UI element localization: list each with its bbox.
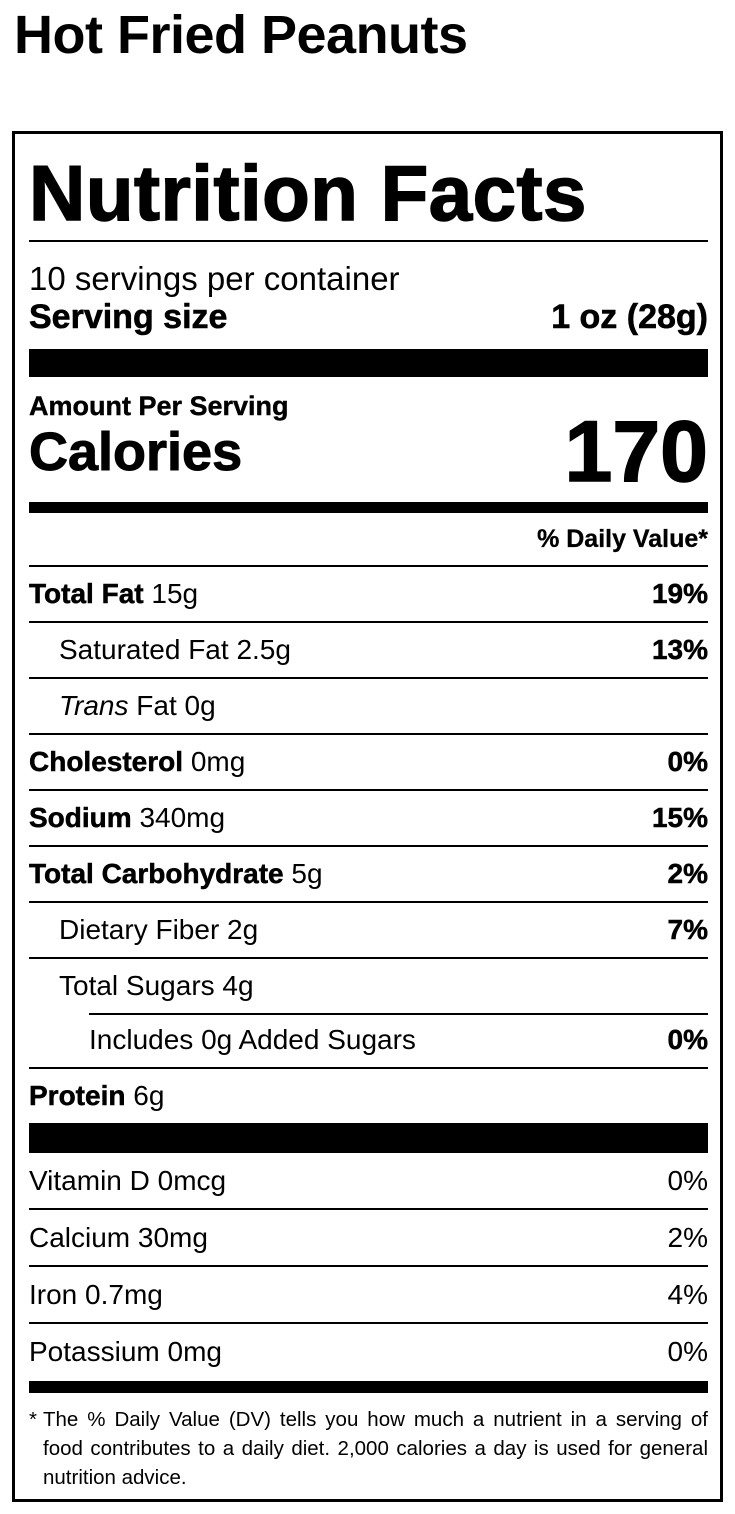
nutrient-name: Sodium <box>29 802 132 834</box>
amount-per-serving: Amount Per Serving <box>29 391 289 421</box>
nutrient-name: Fat <box>136 690 177 721</box>
footnote-star: * <box>29 1408 37 1431</box>
nutrient-name: Protein <box>29 1080 126 1112</box>
thick-divider <box>29 1381 708 1393</box>
nutrient-dv: 15% <box>651 802 709 834</box>
vitamin-row-potassium: Potassium 0mg 0% <box>29 1322 708 1379</box>
vitamin-row-vitamin-d: Vitamin D 0mcg 0% <box>29 1151 708 1208</box>
vitamin-row-calcium: Calcium 30mg 2% <box>29 1208 708 1265</box>
serving-size-label: Serving size <box>29 297 228 336</box>
nutrient-name: Saturated Fat <box>59 634 229 665</box>
thick-divider <box>29 349 708 377</box>
nutrient-amount: 340mg <box>139 802 226 833</box>
nutrient-row-saturated-fat: Saturated Fat 2.5g 13% <box>29 621 708 677</box>
vitamin-dv: 0% <box>667 1164 708 1196</box>
daily-value-header: % Daily Value* <box>537 524 708 553</box>
footnote: * The % Daily Value (DV) tells you how m… <box>29 1405 708 1492</box>
nutrient-amount: 4g <box>222 970 254 1001</box>
vitamin-name: Calcium 30mg <box>29 1221 208 1253</box>
label-heading: Nutrition Facts <box>28 149 587 237</box>
nutrient-dv: 2% <box>667 858 708 890</box>
serving-size-row: Serving size 1 oz (28g) <box>29 297 709 337</box>
nutrient-row-cholesterol: Cholesterol 0mg 0% <box>29 733 708 789</box>
nutrient-row-dietary-fiber: Dietary Fiber 2g 7% <box>29 901 708 957</box>
nutrient-amount: 2.5g <box>236 634 291 665</box>
nutrient-dv: 19% <box>651 578 709 610</box>
thick-divider <box>29 502 708 513</box>
vitamin-dv: 2% <box>667 1221 708 1253</box>
servings-per-container: 10 servings per container <box>29 260 400 297</box>
vitamin-name: Iron 0.7mg <box>29 1278 163 1310</box>
nutrient-name: Dietary Fiber <box>59 914 220 945</box>
nutrient-row-added-sugars: Includes 0g Added Sugars 0% <box>29 1013 708 1067</box>
nutrient-row-total-fat: Total Fat 15g 19% <box>29 565 708 621</box>
nutrient-name: Total Fat <box>29 578 144 610</box>
nutrient-dv: 13% <box>651 634 709 666</box>
nutrient-name-italic: Trans <box>59 690 129 721</box>
vitamin-name: Potassium 0mg <box>29 1335 222 1367</box>
nutrient-amount: 15g <box>151 578 199 609</box>
nutrient-name: Cholesterol <box>29 746 184 778</box>
calories-row: Calories 170 <box>28 403 708 501</box>
nutrient-name: Includes 0g Added Sugars <box>89 1024 416 1055</box>
nutrient-dv: 0% <box>667 746 708 778</box>
serving-size-value: 1 oz (28g) <box>551 297 708 336</box>
divider <box>29 240 708 242</box>
nutrient-row-total-carbohydrate: Total Carbohydrate 5g 2% <box>29 845 708 901</box>
calories-label: Calories <box>28 422 243 483</box>
nutrient-row-trans-fat: Trans Fat 0g <box>29 677 708 733</box>
nutrient-dv: 0% <box>667 1024 708 1056</box>
nutrient-amount: 0mg <box>190 746 246 777</box>
thick-divider <box>29 1123 708 1151</box>
vitamin-dv: 0% <box>667 1335 708 1367</box>
vitamin-dv: 4% <box>667 1278 708 1310</box>
product-title: Hot Fried Peanuts <box>14 5 468 65</box>
nutrient-amount: 6g <box>133 1080 165 1111</box>
footnote-text: The % Daily Value (DV) tells you how muc… <box>43 1408 708 1489</box>
nutrient-name: Total Sugars <box>59 970 215 1001</box>
calories-value: 170 <box>564 403 709 501</box>
vitamin-row-iron: Iron 0.7mg 4% <box>29 1265 708 1322</box>
nutrient-amount: 2g <box>227 914 259 945</box>
nutrient-row-protein: Protein 6g <box>29 1067 708 1123</box>
nutrient-row-total-sugars: Total Sugars 4g <box>29 957 708 1013</box>
nutrient-amount: 0g <box>184 690 216 721</box>
nutrient-dv: 7% <box>667 914 708 946</box>
nutrient-row-sodium: Sodium 340mg 15% <box>29 789 708 845</box>
nutrition-facts-label: Nutrition Facts 10 servings per containe… <box>12 131 723 1502</box>
nutrient-name: Total Carbohydrate <box>29 858 284 890</box>
nutrient-amount: 5g <box>291 858 323 889</box>
vitamin-name: Vitamin D 0mcg <box>29 1164 227 1196</box>
